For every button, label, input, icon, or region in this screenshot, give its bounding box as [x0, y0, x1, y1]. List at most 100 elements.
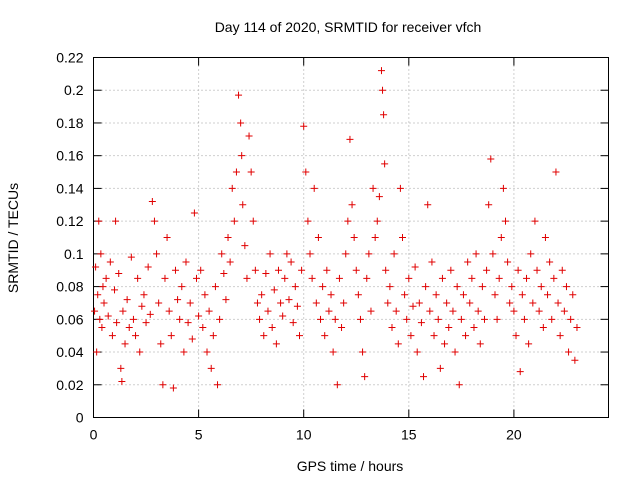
data-point [474, 307, 482, 315]
data-point [556, 332, 564, 340]
data-point [123, 296, 131, 304]
x-tick-label: 0 [90, 427, 98, 443]
data-point [506, 299, 514, 307]
data-point [537, 283, 545, 291]
data-point [302, 168, 310, 176]
data-point [174, 296, 182, 304]
y-tick-label: 0.02 [56, 377, 83, 393]
data-point [573, 324, 581, 331]
data-point [405, 274, 413, 282]
data-point [140, 291, 148, 299]
data-point [308, 274, 316, 282]
data-point [129, 315, 137, 323]
data-point [224, 234, 232, 241]
data-point [98, 324, 106, 331]
data-point [523, 274, 531, 282]
data-point [169, 384, 177, 392]
data-point [245, 132, 253, 140]
data-point [111, 286, 119, 294]
data-point [548, 315, 556, 323]
y-axis-title: SRMTID / TECUs [5, 183, 21, 293]
data-point [560, 307, 568, 315]
data-point [270, 286, 278, 294]
data-point [239, 201, 247, 209]
data-point [449, 307, 457, 315]
data-point [350, 234, 358, 241]
data-point [153, 250, 161, 258]
data-point [207, 364, 215, 372]
data-point [382, 266, 390, 274]
data-point [148, 198, 156, 205]
data-point [293, 302, 301, 310]
data-point [455, 381, 463, 389]
data-point [333, 381, 341, 389]
data-point [426, 307, 434, 315]
data-point [167, 332, 175, 340]
data-point [483, 266, 491, 274]
data-point [502, 217, 509, 225]
data-point [277, 299, 285, 307]
data-point [533, 266, 541, 274]
data-point [348, 201, 356, 209]
data-point [535, 307, 543, 315]
data-point [375, 193, 383, 201]
data-point [102, 274, 110, 282]
data-point [493, 315, 501, 323]
data-point [230, 217, 238, 225]
data-point [136, 348, 144, 356]
data-point [508, 283, 516, 291]
data-point [436, 364, 444, 372]
data-point [300, 122, 308, 130]
data-point [243, 274, 251, 282]
data-point [235, 91, 243, 99]
data-point [161, 274, 169, 282]
data-point [552, 168, 560, 176]
y-tick-label: 0.2 [64, 82, 84, 98]
data-point [447, 266, 455, 274]
data-point [441, 340, 449, 348]
data-point [546, 258, 554, 266]
data-point [371, 234, 379, 241]
data-point [510, 307, 518, 315]
data-point [171, 266, 179, 274]
data-point [409, 302, 417, 310]
data-point [468, 274, 476, 282]
data-point [342, 250, 350, 258]
data-point [354, 291, 362, 299]
data-point [420, 373, 428, 381]
data-point [487, 155, 495, 163]
data-point [118, 378, 126, 385]
data-point [205, 307, 213, 315]
data-point [306, 250, 314, 258]
data-point [178, 283, 186, 291]
data-point [571, 356, 579, 364]
data-point [363, 274, 371, 282]
y-tick-label: 0 [76, 410, 84, 426]
x-tick-label: 20 [506, 427, 522, 443]
data-point [361, 373, 369, 381]
data-point [218, 250, 226, 258]
data-point [327, 291, 335, 299]
data-point [390, 250, 398, 258]
data-point [485, 201, 493, 209]
data-point [216, 315, 224, 323]
data-point [367, 307, 375, 315]
data-point [527, 250, 535, 258]
data-point [321, 332, 329, 340]
data-point [369, 184, 377, 192]
data-point [544, 291, 552, 299]
data-point [119, 307, 127, 315]
data-point [165, 307, 173, 315]
data-point [472, 250, 480, 258]
data-point [256, 315, 264, 323]
data-point [159, 381, 167, 389]
data-point [150, 217, 158, 225]
data-point [155, 299, 163, 307]
y-tick-label: 0.14 [56, 180, 83, 196]
data-point [94, 291, 102, 299]
data-point [287, 258, 295, 266]
data-point [201, 291, 209, 299]
data-point [569, 291, 577, 299]
data-point [504, 258, 512, 266]
